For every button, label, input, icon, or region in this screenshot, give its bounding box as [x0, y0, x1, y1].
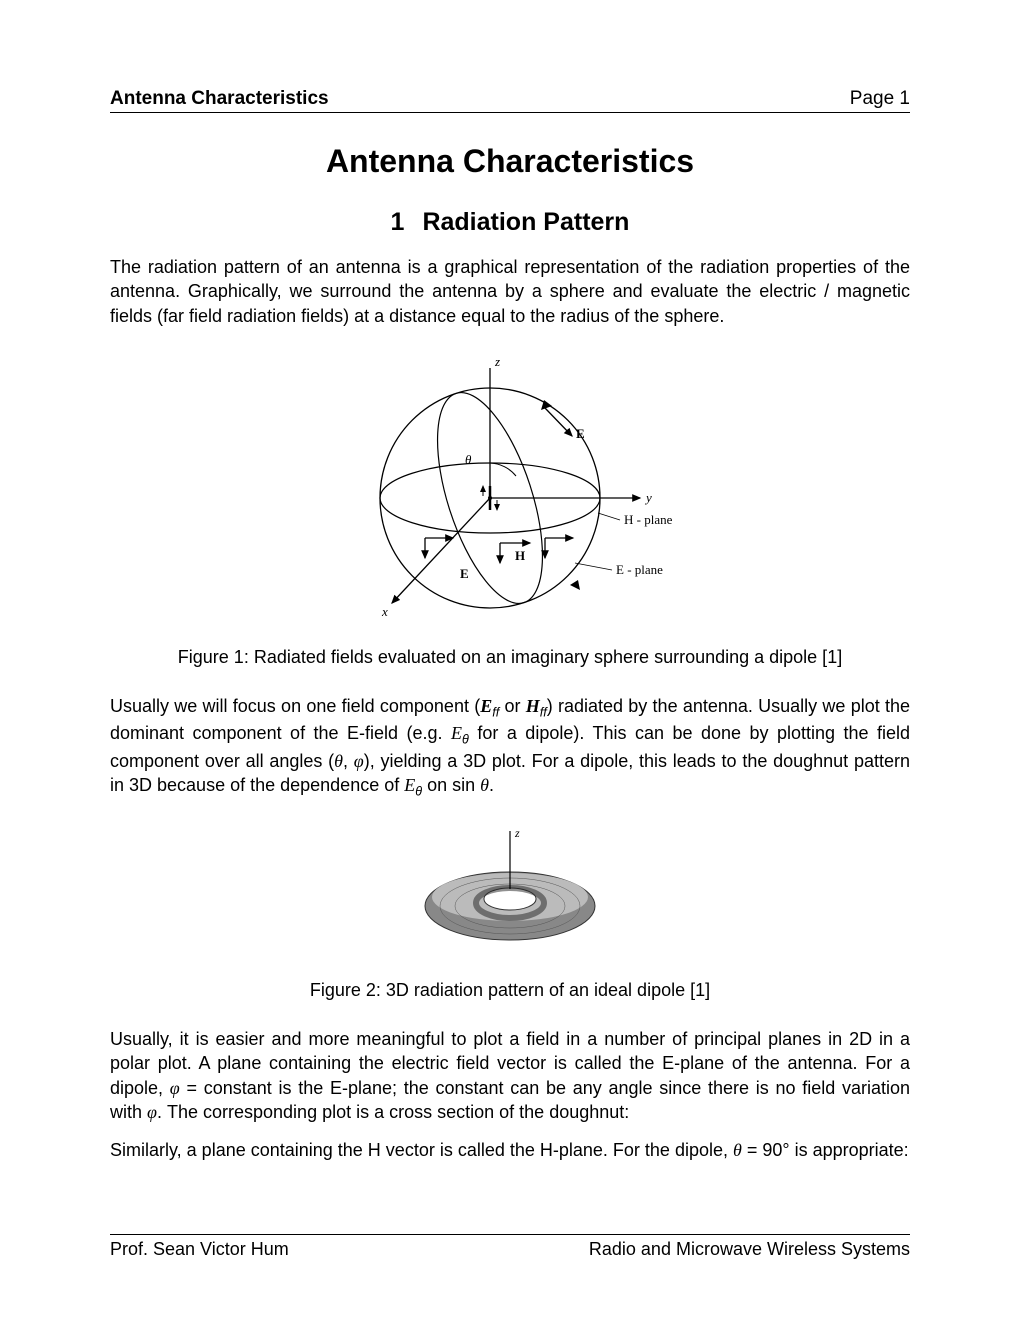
figure-1-caption: Figure 1: Radiated fields evaluated on a…	[110, 647, 910, 668]
paragraph-4: Similarly, a plane containing the H vect…	[110, 1138, 910, 1162]
section-number: 1	[391, 208, 405, 236]
footer-left: Prof. Sean Victor Hum	[110, 1239, 289, 1260]
figure-2-caption: Figure 2: 3D radiation pattern of an ide…	[110, 980, 910, 1001]
paragraph-1: The radiation pattern of an antenna is a…	[110, 255, 910, 328]
figure-1: z y x θ E H	[110, 348, 910, 633]
fig1-H-label: H	[515, 548, 525, 563]
fig1-E-label-bottom: E	[460, 566, 469, 581]
header-left: Antenna Characteristics	[110, 88, 329, 110]
fig1-theta-label: θ	[465, 452, 472, 467]
figure-2-svg: z	[400, 821, 620, 961]
figure-2: z	[110, 821, 910, 966]
page-footer: Prof. Sean Victor Hum Radio and Microwav…	[110, 1234, 910, 1260]
section-title: 1 Radiation Pattern	[110, 208, 910, 237]
fig1-x-label: x	[381, 604, 388, 619]
fig2-z-label: z	[514, 826, 520, 840]
fig1-E-label-top: E	[576, 426, 585, 441]
paragraph-2: Usually we will focus on one field compo…	[110, 694, 910, 801]
fig1-hplane-label: H - plane	[624, 512, 673, 527]
main-title: Antenna Characteristics	[110, 143, 910, 180]
figure-1-svg: z y x θ E H	[320, 348, 700, 628]
fig1-y-label: y	[644, 490, 652, 505]
page-header: Antenna Characteristics Page 1	[110, 88, 910, 113]
header-right: Page 1	[850, 88, 910, 110]
fig1-eplane-label: E - plane	[616, 562, 663, 577]
fig1-z-label: z	[494, 354, 500, 369]
paragraph-3: Usually, it is easier and more meaningfu…	[110, 1027, 910, 1124]
footer-right: Radio and Microwave Wireless Systems	[589, 1239, 910, 1260]
section-heading: Radiation Pattern	[422, 208, 629, 236]
